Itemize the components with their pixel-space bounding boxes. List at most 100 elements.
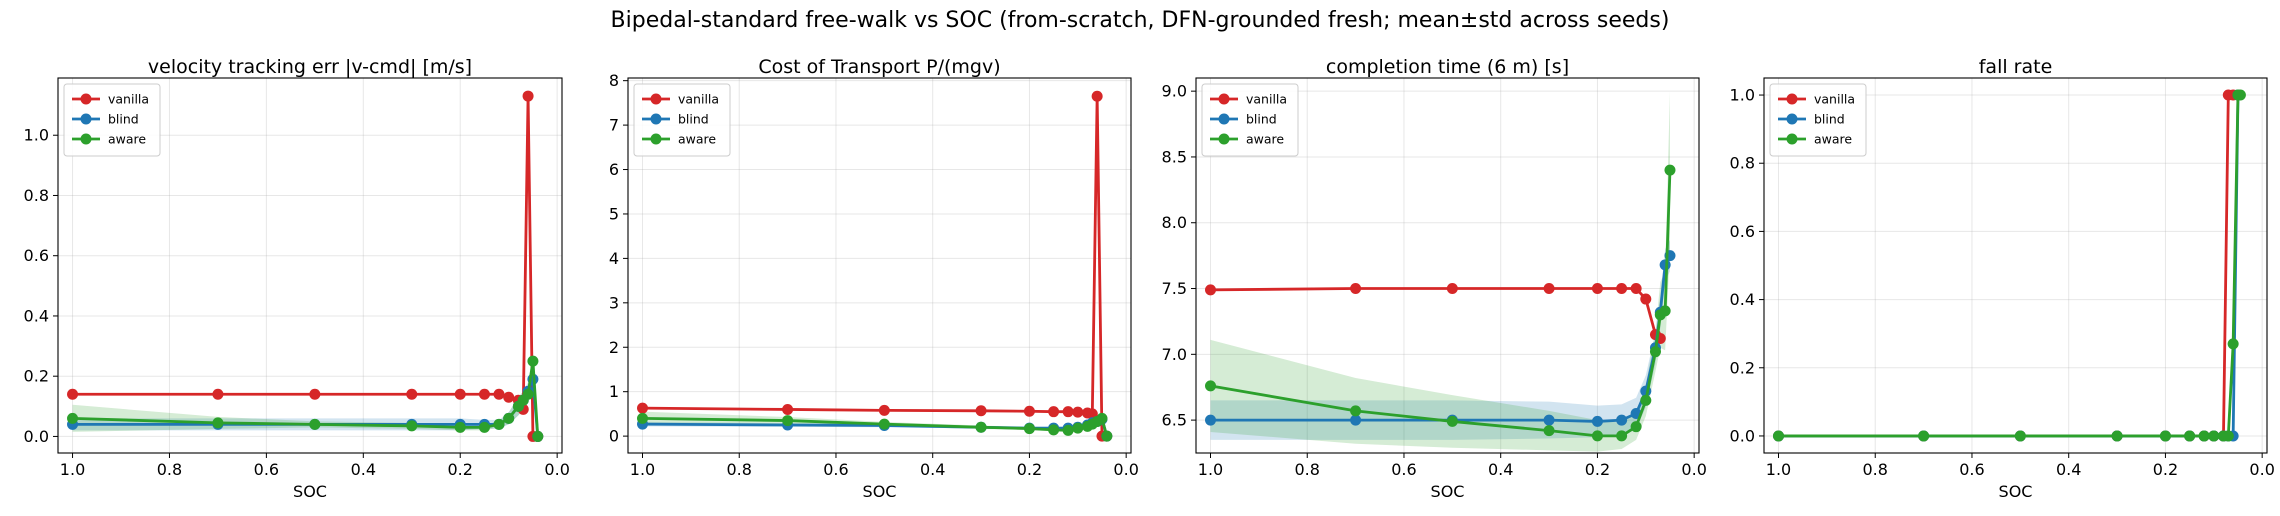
x-tick-label: 0.8 xyxy=(1295,460,1320,479)
data-point-aware xyxy=(503,412,515,424)
data-point-vanilla xyxy=(1446,283,1458,295)
chart-panel-3: 1.0 0.8 0.6 0.4 0.2 0.0 6.5 7.0 7.5 8.0 8.5 9.0 comp… xyxy=(1162,56,1707,501)
data-point-aware xyxy=(2234,89,2246,101)
plot-area xyxy=(637,90,1113,442)
data-point-aware xyxy=(782,415,794,427)
legend-marker-blind xyxy=(1786,113,1798,125)
legend-label-blind: blind xyxy=(108,112,139,127)
data-point-blind xyxy=(1616,414,1628,426)
x-tick-label: 0.8 xyxy=(727,460,752,479)
y-tick-label: 0.4 xyxy=(24,306,49,325)
x-tick-label: 0.6 xyxy=(823,460,848,479)
x-tick-label: 0.2 xyxy=(2153,460,2178,479)
y-tick-label: 2 xyxy=(609,338,619,357)
panels: 1.0 0.8 0.6 0.4 0.2 0.0 0.0 0.2 0.4 0.6 0.8 1.0 velo… xyxy=(24,56,2275,501)
y-tick-label: 7.0 xyxy=(1162,345,1187,364)
data-point-vanilla xyxy=(478,388,490,400)
axes-frame xyxy=(1763,77,2268,454)
data-point-aware xyxy=(975,421,987,433)
data-point-aware xyxy=(1350,405,1362,417)
data-point-vanilla xyxy=(1062,406,1074,418)
legend-marker-aware xyxy=(1786,133,1798,145)
data-point-vanilla xyxy=(309,388,321,400)
data-point-aware xyxy=(406,420,418,432)
y-tick-label: 1.0 xyxy=(1730,86,1755,105)
data-point-aware xyxy=(1205,380,1217,392)
y-tick-label: 4 xyxy=(609,249,619,268)
panel-title: velocity tracking err |v-cmd| [m/s] xyxy=(148,56,472,78)
data-point-vanilla xyxy=(67,388,79,400)
x-axis-label: SOC xyxy=(863,482,897,501)
data-point-blind xyxy=(1591,415,1603,427)
x-tick-label: 1.0 xyxy=(630,460,655,479)
y-tick-label: 8.0 xyxy=(1162,213,1187,232)
std-band-aware xyxy=(1210,91,1670,452)
data-point-aware xyxy=(1773,430,1785,442)
y-tick-label: 3 xyxy=(609,293,619,312)
y-tick-label: 0.8 xyxy=(24,186,49,205)
data-point-aware xyxy=(1446,415,1458,427)
y-tick-label: 6.5 xyxy=(1162,411,1187,430)
x-tick-label: 0.0 xyxy=(2249,460,2274,479)
legend: vanilla blind aware xyxy=(63,83,161,157)
data-point-aware xyxy=(2014,430,2026,442)
data-point-vanilla xyxy=(1091,90,1103,102)
data-point-aware xyxy=(1062,424,1074,436)
data-point-vanilla xyxy=(454,388,466,400)
y-tick-label: 0.4 xyxy=(1730,290,1755,309)
data-point-blind xyxy=(1543,414,1555,426)
legend-marker-aware xyxy=(80,133,92,145)
x-axis-label: SOC xyxy=(1431,482,1465,501)
legend-marker-aware xyxy=(1218,133,1230,145)
x-tick-label: 0.0 xyxy=(544,460,569,479)
legend-label-aware: aware xyxy=(1814,132,1852,147)
legend-label-blind: blind xyxy=(1814,112,1845,127)
x-axis-label: SOC xyxy=(293,482,327,501)
data-point-aware xyxy=(1048,424,1060,436)
axes-frame xyxy=(57,77,563,454)
figure-suptitle: Bipedal-standard free-walk vs SOC (from-… xyxy=(611,8,1670,33)
legend-label-blind: blind xyxy=(1246,112,1277,127)
data-point-aware xyxy=(2184,430,2196,442)
data-point-aware xyxy=(1640,394,1652,406)
data-point-vanilla xyxy=(1048,406,1060,418)
data-point-aware xyxy=(637,412,649,424)
data-point-aware xyxy=(1023,423,1035,435)
data-point-vanilla xyxy=(975,405,987,417)
data-point-vanilla xyxy=(406,388,418,400)
data-point-aware xyxy=(493,418,505,430)
data-point-aware xyxy=(1630,421,1642,433)
x-tick-label: 0.2 xyxy=(1585,460,1610,479)
data-point-aware xyxy=(309,418,321,430)
data-point-aware xyxy=(1096,412,1108,424)
legend: vanilla blind aware xyxy=(1201,83,1299,157)
std-band-aware xyxy=(72,349,538,437)
y-tick-label: 0 xyxy=(609,427,619,446)
y-tick-label: 8.5 xyxy=(1162,147,1187,166)
data-point-vanilla xyxy=(1072,406,1084,418)
data-point-aware xyxy=(878,418,890,430)
legend-label-vanilla: vanilla xyxy=(108,92,149,107)
data-point-aware xyxy=(2111,430,2123,442)
data-point-aware xyxy=(67,412,79,424)
y-tick-label: 6 xyxy=(609,160,619,179)
x-tick-label: 0.6 xyxy=(254,460,279,479)
x-tick-label: 0.2 xyxy=(448,460,473,479)
data-point-vanilla xyxy=(1350,283,1362,295)
panel-title: completion time (6 m) [s] xyxy=(1326,56,1569,78)
data-point-aware xyxy=(1072,422,1084,434)
y-tick-label: 0.6 xyxy=(1730,222,1755,241)
data-point-blind xyxy=(1205,414,1217,426)
legend-label-vanilla: vanilla xyxy=(1814,92,1855,107)
plot-area xyxy=(67,90,544,442)
data-point-vanilla xyxy=(503,391,515,403)
data-point-vanilla xyxy=(1205,284,1217,296)
x-tick-label: 0.8 xyxy=(1863,460,1888,479)
y-tick-label: 0.8 xyxy=(1730,154,1755,173)
x-tick-label: 0.6 xyxy=(1959,460,1984,479)
legend-marker-vanilla xyxy=(80,93,92,105)
data-point-aware xyxy=(2208,430,2220,442)
data-point-aware xyxy=(2227,338,2239,350)
legend: vanilla blind aware xyxy=(1769,83,1867,157)
